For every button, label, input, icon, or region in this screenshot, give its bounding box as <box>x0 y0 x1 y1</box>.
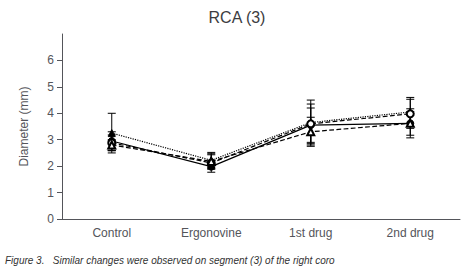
svg-text:6: 6 <box>47 53 54 67</box>
svg-text:4: 4 <box>47 106 54 120</box>
svg-text:2: 2 <box>47 159 54 173</box>
svg-text:2nd drug: 2nd drug <box>387 226 434 240</box>
svg-text:1: 1 <box>47 186 54 200</box>
svg-text:Ergonovine: Ergonovine <box>181 226 242 240</box>
svg-text:0: 0 <box>47 212 54 226</box>
svg-text:3: 3 <box>47 133 54 147</box>
svg-text:Figure 3. Similar changes we: Figure 3. Similar changes were observed … <box>5 255 335 266</box>
svg-text:Control: Control <box>92 226 131 240</box>
svg-text:1st drug: 1st drug <box>289 226 332 240</box>
svg-text:Diameter (mm): Diameter (mm) <box>17 86 31 166</box>
svg-text:5: 5 <box>47 80 54 94</box>
svg-text:RCA (3): RCA (3) <box>209 9 266 26</box>
